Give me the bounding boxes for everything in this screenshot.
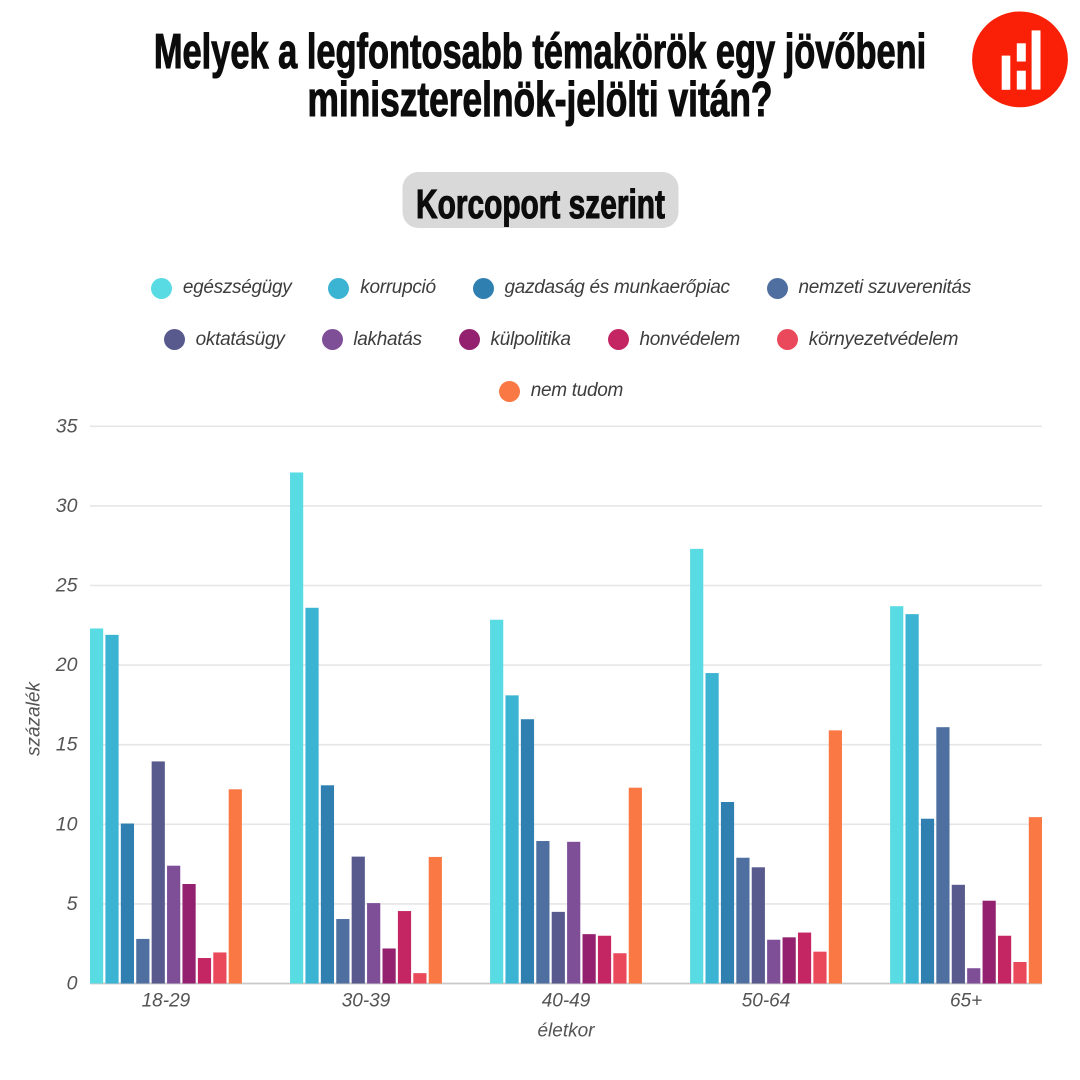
svg-text:40-49: 40-49 xyxy=(542,991,591,1012)
svg-text:10: 10 xyxy=(56,813,78,835)
svg-text:30: 30 xyxy=(56,495,78,517)
svg-text:életkor: életkor xyxy=(537,1021,595,1042)
svg-text:50-64: 50-64 xyxy=(742,991,791,1012)
svg-text:65+: 65+ xyxy=(950,991,982,1012)
svg-text:35: 35 xyxy=(56,415,78,437)
svg-text:20: 20 xyxy=(55,654,78,676)
svg-text:százalék: százalék xyxy=(24,681,45,756)
svg-text:25: 25 xyxy=(55,575,78,597)
svg-text:0: 0 xyxy=(67,973,78,995)
svg-text:15: 15 xyxy=(56,734,78,756)
svg-text:18-29: 18-29 xyxy=(142,991,191,1012)
svg-text:5: 5 xyxy=(67,893,78,915)
svg-text:30-39: 30-39 xyxy=(342,991,391,1012)
